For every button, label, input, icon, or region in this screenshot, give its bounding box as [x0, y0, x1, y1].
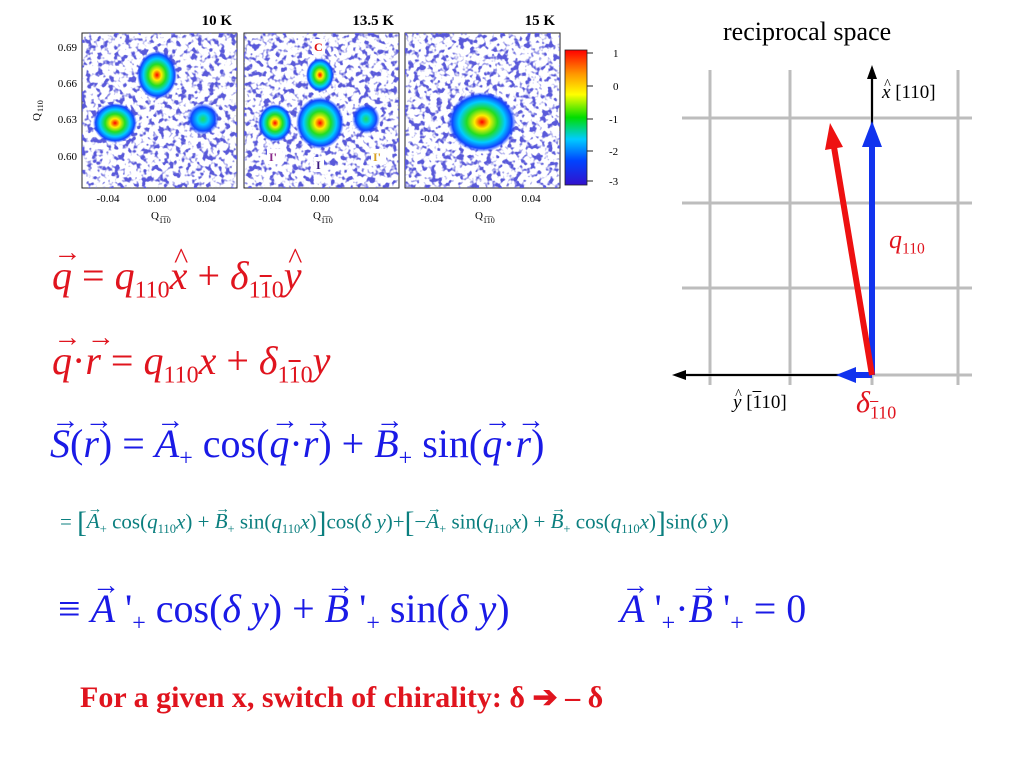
x-hat: x: [882, 77, 891, 104]
y-tick: 0.69: [58, 42, 78, 54]
q-vector-arrow: [831, 146, 875, 376]
equation-q-dot-r: q·r = q110x + δ110y: [52, 322, 330, 389]
x-tick: 0.00: [310, 193, 330, 205]
x-axis-label: Q: [151, 210, 159, 222]
y-hat: y: [733, 387, 742, 414]
x-tick: -0.04: [97, 193, 120, 205]
peak-label-i-prime-left: I': [269, 150, 277, 164]
x-axis-label: x [110]: [882, 77, 936, 104]
delta-label: δ110: [856, 386, 897, 423]
colorbar-tick: 1: [613, 48, 619, 60]
y-tick: 0.60: [58, 151, 78, 163]
y-tick: 0.66: [58, 78, 78, 90]
colorbar-tick: -3: [609, 176, 619, 188]
x-axis-sub: 1̅1̅0: [321, 216, 333, 225]
colorbar-tick: 0: [613, 81, 619, 93]
equation-q-vector: q = q110x + δ110y: [52, 237, 302, 304]
colorbar-tick: -1: [609, 114, 618, 126]
x-direction: [110]: [895, 82, 936, 103]
x-tick: 0.04: [196, 193, 216, 205]
panel-title-1: 10 K: [202, 13, 233, 29]
y-axis-sub: 110: [36, 100, 45, 112]
y-axis-label: Q: [31, 113, 43, 121]
conclusion-text: For a given x, switch of chirality: δ ➔ …: [80, 681, 604, 714]
colorbar-tick: -2: [609, 146, 618, 158]
x-tick: 0.04: [359, 193, 379, 205]
panel-10k: [81, 32, 238, 189]
equation-orthogonality: A '+·B '+ = 0: [620, 570, 806, 637]
x-tick: 0.04: [521, 193, 541, 205]
x-tick: -0.04: [421, 193, 444, 205]
x-tick: 0.00: [147, 193, 167, 205]
panel-title-3: 15 K: [525, 13, 556, 29]
colorbar: [564, 49, 588, 186]
peak-label-i: I: [316, 158, 321, 172]
reciprocal-space-diagram: [660, 55, 1000, 430]
y-tick: 0.63: [58, 114, 78, 126]
x-tick: 0.00: [472, 193, 492, 205]
reciprocal-space-title: reciprocal space: [723, 17, 892, 46]
x-axis-sub: 1̅1̅0: [159, 216, 171, 225]
panel-title-2: 13.5 K: [352, 13, 394, 29]
x-axis-sub: 1̅1̅0: [483, 216, 495, 225]
y-direction: [110]: [746, 392, 787, 413]
measurement-figure: 10 K 13.5 K 15 K 0.69 0.66 0.63 0.60 Q 1…: [20, 5, 635, 235]
equation-expanded: = [A+ cos(q110x) + B+ sin(q110x)]cos(δ y…: [60, 501, 729, 540]
x-axis-label: Q: [475, 210, 483, 222]
equation-spin-density: S(r) = A+ cos(q·r) + B+ sin(q·r): [50, 405, 544, 472]
panel-15k: [404, 32, 561, 189]
y-axis-label: y [110]: [733, 387, 787, 414]
x-tick: -0.04: [259, 193, 282, 205]
q110-label: q110: [889, 225, 925, 258]
contour-maps: 10 K 13.5 K 15 K 0.69 0.66 0.63 0.60 Q 1…: [31, 13, 619, 225]
peak-label-i-prime-right: I': [373, 150, 381, 164]
lattice-grid: [682, 70, 972, 385]
peak-label-c: C: [314, 40, 323, 54]
equation-redefined: ≡ A '+ cos(δ y) + B '+ sin(δ y): [58, 570, 510, 637]
x-axis-label: Q: [313, 210, 321, 222]
